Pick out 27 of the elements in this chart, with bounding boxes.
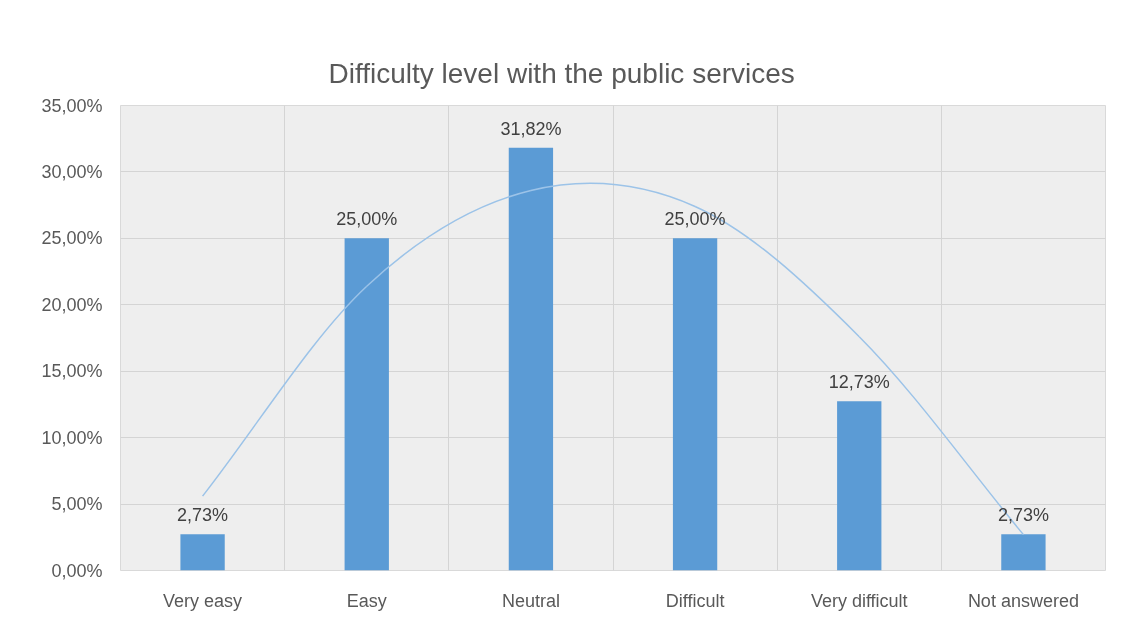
- x-tick-label: Very easy: [163, 590, 243, 611]
- y-tick-label: 0,00%: [51, 560, 103, 581]
- y-tick-label: 30,00%: [41, 161, 103, 182]
- data-label: 25,00%: [336, 209, 398, 230]
- data-label: 25,00%: [664, 209, 726, 230]
- data-label: 2,73%: [177, 505, 229, 526]
- y-tick-label: 10,00%: [41, 427, 103, 448]
- data-label: 2,73%: [997, 505, 1049, 526]
- x-tick-label: Difficult: [665, 590, 725, 611]
- x-tick-label: Easy: [346, 590, 387, 611]
- data-label: 31,82%: [500, 118, 562, 139]
- x-tick-label: Not answered: [967, 590, 1079, 611]
- y-tick-label: 20,00%: [41, 294, 103, 315]
- x-tick-label: Very difficult: [810, 590, 908, 611]
- bar: [180, 534, 225, 571]
- data-label: 12,73%: [828, 372, 890, 393]
- bar: [344, 238, 389, 571]
- x-tick-label: Neutral: [501, 590, 560, 611]
- chart-title: Difficulty level with the public services: [328, 57, 795, 89]
- bar: [672, 238, 718, 571]
- bar: [508, 147, 554, 571]
- y-tick-label: 5,00%: [51, 494, 103, 515]
- y-tick-label: 35,00%: [41, 95, 103, 116]
- y-tick-label: 25,00%: [41, 228, 103, 249]
- bar: [1001, 534, 1046, 571]
- y-tick-label: 15,00%: [41, 361, 103, 382]
- bar: [837, 401, 882, 571]
